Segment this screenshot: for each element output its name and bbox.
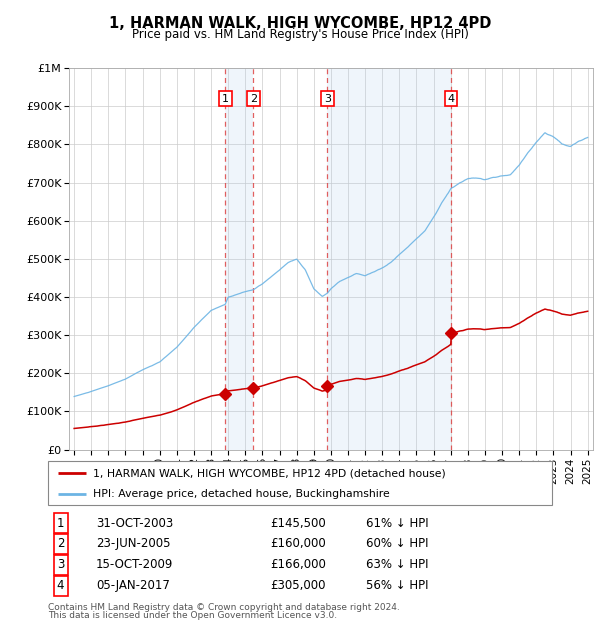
Text: £305,000: £305,000 bbox=[270, 579, 325, 592]
Bar bbox=[225, 68, 253, 450]
Text: 23-JUN-2005: 23-JUN-2005 bbox=[96, 538, 170, 551]
Text: 3: 3 bbox=[324, 94, 331, 104]
Text: 1: 1 bbox=[222, 94, 229, 104]
Text: 2: 2 bbox=[250, 94, 257, 104]
Text: 61% ↓ HPI: 61% ↓ HPI bbox=[365, 516, 428, 529]
Text: 31-OCT-2003: 31-OCT-2003 bbox=[96, 516, 173, 529]
Text: 1, HARMAN WALK, HIGH WYCOMBE, HP12 4PD (detached house): 1, HARMAN WALK, HIGH WYCOMBE, HP12 4PD (… bbox=[94, 468, 446, 478]
Text: 60% ↓ HPI: 60% ↓ HPI bbox=[365, 538, 428, 551]
Text: 4: 4 bbox=[57, 579, 64, 592]
FancyBboxPatch shape bbox=[48, 461, 552, 505]
Text: £166,000: £166,000 bbox=[270, 559, 326, 572]
Text: Contains HM Land Registry data © Crown copyright and database right 2024.: Contains HM Land Registry data © Crown c… bbox=[48, 603, 400, 612]
Text: 2: 2 bbox=[57, 538, 64, 551]
Text: 56% ↓ HPI: 56% ↓ HPI bbox=[365, 579, 428, 592]
Text: 15-OCT-2009: 15-OCT-2009 bbox=[96, 559, 173, 572]
Text: £145,500: £145,500 bbox=[270, 516, 326, 529]
Text: HPI: Average price, detached house, Buckinghamshire: HPI: Average price, detached house, Buck… bbox=[94, 489, 390, 499]
Text: Price paid vs. HM Land Registry's House Price Index (HPI): Price paid vs. HM Land Registry's House … bbox=[131, 28, 469, 41]
Text: 05-JAN-2017: 05-JAN-2017 bbox=[96, 579, 170, 592]
Text: 4: 4 bbox=[448, 94, 454, 104]
Text: 1: 1 bbox=[57, 516, 64, 529]
Text: This data is licensed under the Open Government Licence v3.0.: This data is licensed under the Open Gov… bbox=[48, 611, 337, 620]
Text: 63% ↓ HPI: 63% ↓ HPI bbox=[365, 559, 428, 572]
Text: 3: 3 bbox=[57, 559, 64, 572]
Text: 1, HARMAN WALK, HIGH WYCOMBE, HP12 4PD: 1, HARMAN WALK, HIGH WYCOMBE, HP12 4PD bbox=[109, 16, 491, 30]
Text: £160,000: £160,000 bbox=[270, 538, 326, 551]
Bar bbox=[328, 68, 451, 450]
